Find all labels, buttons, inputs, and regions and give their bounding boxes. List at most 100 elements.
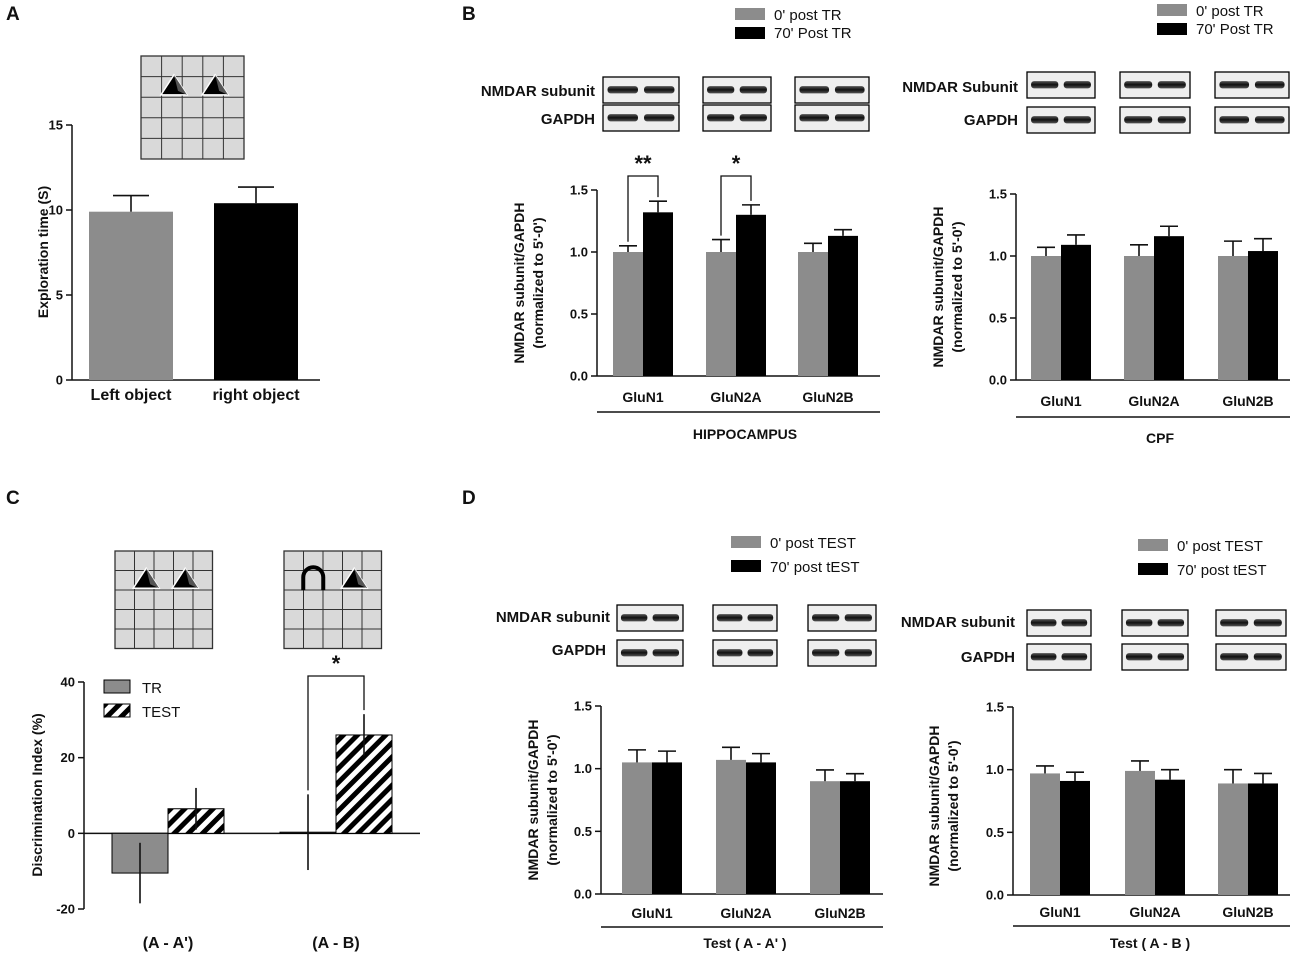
blot-label-nmdar: NMDAR subunit [481,83,595,100]
blot-band [1124,81,1153,89]
blot-band [1063,81,1091,89]
bar [1248,783,1278,895]
bar [810,781,840,894]
western-blots [1026,609,1287,671]
blot-band [1157,653,1185,661]
significance-bracket [307,675,365,791]
x-tick-label: (A - B) [312,935,359,952]
y-axis-label-sub: (normalized to 5'-0') [945,740,961,871]
bar [746,762,776,894]
pyramid-object-icon [173,74,187,95]
bar [652,762,682,894]
y-tick-label: 1.0 [989,249,1007,264]
bar [214,203,298,380]
y-tick-label: 0.5 [989,311,1007,326]
legend: 0' post TR 70' Post TR [735,7,852,42]
blot-label-gapdh: GAPDH [552,642,606,659]
blot-band [1157,619,1185,627]
panel-d-ab: 0' post TEST 70' post tEST NMDAR subunit… [901,538,1290,951]
x-tick-label: Left object [91,387,173,404]
bar [828,235,858,376]
chart-d-ab: 0.0 0.5 1.0 1.5 GluN1 GluN2A GluN2B [986,700,1290,927]
legend-swatch-gray [1138,539,1168,551]
x-tick-label: GluN2B [1222,904,1273,920]
y-tick-label: 0.5 [570,307,588,322]
object-arena-grid-aa [114,550,214,650]
bar [1154,236,1184,380]
bar [1031,256,1061,380]
bar [89,211,173,380]
y-tick-label: 15 [49,118,63,133]
y-tick-label: 1.5 [989,187,1007,202]
gapdh-blot [712,639,778,667]
bar [1218,783,1248,895]
y-tick-label: 0 [68,826,75,841]
legend-label: 70' post tEST [1177,562,1267,579]
panel-b-hippocampus: 0' post TR 70' Post TR NMDAR subunit GAP… [481,7,880,442]
legend-swatch-hatch [103,703,131,718]
y-tick-label: 1.0 [574,761,592,776]
blot-label-nmdar: NMDAR subunit [496,609,610,626]
bar [1030,773,1060,895]
significance-bracket [627,175,659,242]
legend-swatch-black [1138,563,1168,575]
pyramid-object-icon [185,568,199,589]
blot-band [1157,81,1186,89]
bar [798,252,828,376]
blot-label-nmdar: NMDAR subunit [901,614,1015,631]
arch-object-icon [301,565,326,591]
blot-band [1125,619,1153,627]
significance-label: ** [634,151,652,176]
x-tick-label: GluN2A [1129,904,1180,920]
blot-label-gapdh: GAPDH [961,649,1015,666]
x-tick-label: GluN2B [1222,393,1273,409]
panel-c: -20 0 20 40 (A - A') (A - B) * Discrimination … [29,550,420,952]
y-tick-label: 1.0 [986,762,1004,777]
y-axis-label: NMDAR subunit/GAPDH [525,720,541,881]
bar [736,214,766,376]
blot-label-gapdh: GAPDH [541,111,595,128]
arena-floor [140,55,245,160]
panel-a: 0 5 10 15 Left object right object Exploratio… [35,55,320,404]
blot-band [1125,653,1153,661]
western-blots [1026,71,1290,134]
y-tick-label: 0.5 [986,825,1004,840]
blot-band [812,614,840,622]
blot-band [1220,653,1249,661]
y-axis-label-sub: (normalized to 5'-0') [949,221,965,352]
blot-band [1124,116,1153,124]
y-tick-label: 1.0 [570,245,588,260]
blot-band [1157,116,1186,124]
legend-label: TEST [142,704,180,721]
y-tick-label: 0.5 [574,824,592,839]
y-tick-label: 1.5 [570,183,588,198]
arena-floor [283,550,383,650]
panel-b-cpf: 0' post TR 70' Post TR NMDAR Subunit GAP… [902,3,1290,446]
legend-label: 70' Post TR [774,25,852,42]
region-label: Test ( A - A' ) [703,935,786,951]
y-axis-label: Discrimination Index (%) [29,713,45,876]
arena-floor [114,550,214,650]
x-tick-label: GluN2B [814,905,865,921]
y-tick-label: 0 [56,373,63,388]
blot-label-nmdar: NMDAR Subunit [902,79,1018,96]
region-label: HIPPOCAMPUS [693,426,797,442]
blot-band [620,649,648,657]
legend-label: 70' post tEST [770,559,860,576]
bar [613,252,643,376]
legend-swatch-gray [731,536,761,548]
y-axis-label: NMDAR subunit/GAPDH [511,203,527,364]
legend-swatch-gray [735,8,765,20]
blot-label-gapdh: GAPDH [964,112,1018,129]
y-tick-label: 1.5 [574,699,592,714]
significance-label: * [332,651,341,676]
y-axis-label: Exploration time (S) [35,186,51,318]
legend: 0' post TEST 70' post tEST [1138,538,1267,579]
region-label: CPF [1146,430,1174,446]
blot-band [707,114,735,122]
blot-band [1253,653,1282,661]
bar [643,212,673,376]
x-tick-label: right object [212,387,300,404]
